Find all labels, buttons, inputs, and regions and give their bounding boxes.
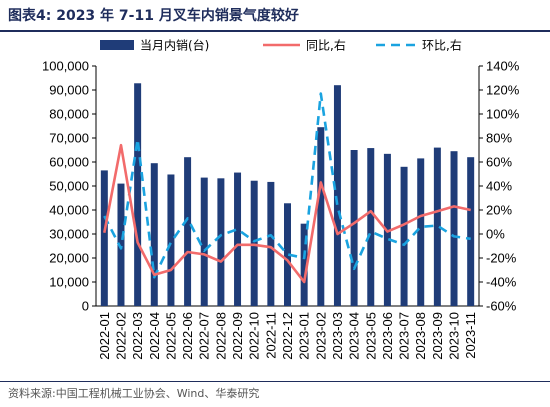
x-tick-label: 2022-08 [213, 312, 228, 360]
bar-2022-07 [200, 177, 208, 306]
left-tick-label: 70,000 [49, 131, 89, 146]
bar-2022-08 [217, 178, 225, 306]
bar-2023-03 [333, 85, 341, 306]
bar-2023-10 [450, 151, 458, 306]
x-tick-label: 2023-01 [297, 312, 312, 360]
left-tick-label: 0 [82, 299, 89, 314]
bar-2023-02 [317, 127, 325, 306]
x-tick-label: 2022-10 [247, 312, 262, 360]
right-tick-label: 120% [486, 83, 520, 98]
right-tick-label: -40% [486, 275, 517, 290]
source-divider [0, 381, 550, 382]
right-tick-label: 0% [486, 227, 505, 242]
figure-title: 图表4: 2023 年 7-11 月叉车内销景气度较好 [8, 8, 299, 24]
left-tick-label: 20,000 [49, 251, 89, 266]
line-series [103, 92, 471, 284]
x-tick-label: 2022-04 [147, 312, 162, 360]
left-tick-label: 50,000 [49, 179, 89, 194]
right-tick-label: 20% [486, 203, 512, 218]
x-tick-label: 2022-01 [97, 312, 112, 360]
bar-2023-09 [433, 147, 441, 306]
x-tick-label: 2022-09 [230, 312, 245, 360]
right-axis-labels: -60% -40% -20% 0% 20% 40% 60% 80% 100% 120% 140% [486, 59, 520, 314]
bar-2022-11 [267, 181, 275, 306]
x-tick-label: 2023-08 [413, 312, 428, 360]
bar-2022-09 [234, 172, 242, 306]
left-tick-label: 10,000 [49, 275, 89, 290]
legend-bar-swatch [100, 40, 134, 50]
bar-2023-11 [467, 157, 475, 306]
left-tick-label: 90,000 [49, 83, 89, 98]
bar-2022-02 [117, 183, 125, 306]
bar-2022-04 [150, 163, 158, 306]
right-tick-label: 60% [486, 155, 512, 170]
bar-2023-05 [367, 148, 375, 306]
bar-2023-04 [350, 150, 358, 306]
left-tick-label: 60,000 [49, 155, 89, 170]
x-tick-label: 2023-03 [330, 312, 345, 360]
x-tick-label: 2023-02 [313, 312, 328, 360]
bar-2022-01 [100, 170, 108, 306]
x-tick-label: 2023-06 [380, 312, 395, 360]
x-tick-label: 2023-04 [347, 312, 362, 360]
x-tick-label: 2022-02 [113, 312, 128, 360]
x-tick-label: 2022-11 [263, 312, 278, 359]
left-tick-label: 100,000 [42, 59, 89, 74]
title-divider [0, 30, 550, 32]
chart: 当月内销(台) 同比,右 环比,右 0 10,000 20,000 30,000 40,00… [42, 38, 520, 360]
bar-2023-08 [417, 158, 425, 306]
right-tick-label: 80% [486, 131, 512, 146]
right-tick-label: 100% [486, 107, 520, 122]
right-tick-label: 40% [486, 179, 512, 194]
x-tick-label: 2022-07 [197, 312, 212, 360]
x-tick-label: 2023-10 [447, 312, 462, 360]
x-tick-label: 2023-07 [397, 312, 412, 360]
bar-2023-07 [400, 166, 408, 306]
legend-mom-label: 环比,右 [422, 38, 462, 53]
x-tick-label: 2023-09 [430, 312, 445, 360]
bar-2022-06 [184, 157, 192, 306]
right-tick-label: -60% [486, 299, 517, 314]
legend-yoy-label: 同比,右 [306, 38, 346, 53]
bar-2023-01 [300, 223, 308, 306]
bar-2022-05 [167, 174, 175, 306]
left-tick-label: 30,000 [49, 227, 89, 242]
bar-2022-12 [284, 203, 291, 306]
left-axis-labels: 0 10,000 20,000 30,000 40,000 50,000 60,000 70,… [42, 59, 89, 314]
legend: 当月内销(台) 同比,右 环比,右 [100, 38, 462, 53]
x-tick-label: 2023-05 [363, 312, 378, 360]
x-tick-label: 2022-05 [163, 312, 178, 360]
x-tick-label: 2022-12 [280, 312, 295, 360]
left-tick-label: 40,000 [49, 203, 89, 218]
bar-2022-03 [134, 83, 142, 306]
x-tick-label: 2022-06 [180, 312, 195, 360]
source-note: 资料来源:中国工程机械工业协会、Wind、华泰研究 [8, 387, 260, 400]
legend-bar-label: 当月内销(台) [140, 38, 209, 53]
x-axis-labels: 2022-01 2022-02 2022-03 2022-04 2022-05 2022-… [97, 312, 478, 360]
right-tick-label: -20% [486, 251, 517, 266]
x-tick-label: 2022-03 [130, 312, 145, 360]
left-tick-label: 80,000 [49, 107, 89, 122]
x-tick-label: 2023-11 [463, 312, 478, 359]
right-tick-label: 140% [486, 59, 520, 74]
bar-2022-10 [250, 180, 258, 306]
